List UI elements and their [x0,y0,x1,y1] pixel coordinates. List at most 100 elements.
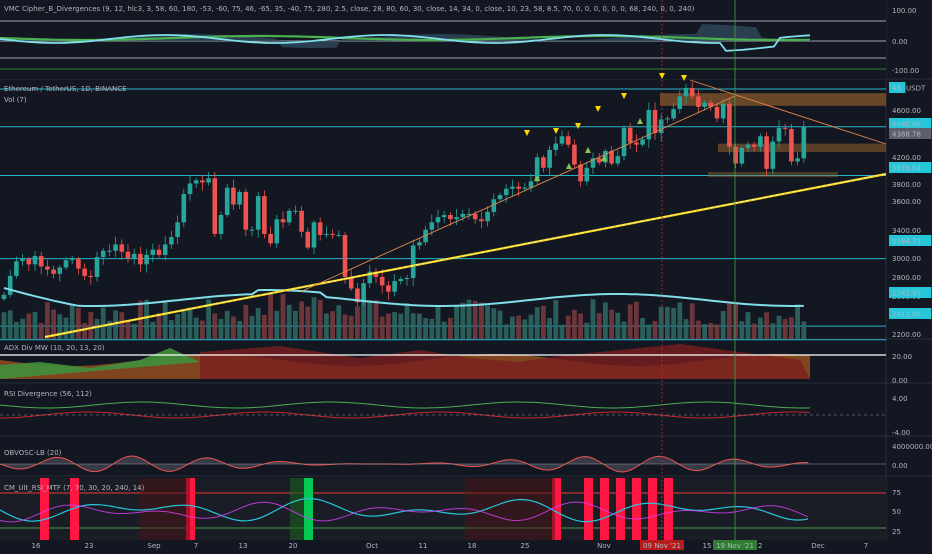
volume-bar [156,313,162,339]
cm-rsi-mtf-line [0,501,809,523]
cm-overbought-bar [70,478,79,540]
volume-bar [640,318,645,339]
obv-title: OBVOSC-LB (20) [4,449,62,457]
volume-bar [448,317,453,339]
adx-title: ADX Div MW (10, 20, 13, 20) [4,344,105,352]
volume-bar [683,319,689,339]
volume-bar [510,316,515,339]
candle-body [398,279,404,282]
time-highlight: 09 Nov '21 [643,542,681,550]
price-label-box [889,118,932,129]
volume-bar [107,320,112,339]
sell-signal-icon [621,93,627,99]
volume-bar [708,322,714,339]
candle-body [665,118,670,120]
price-label-box [889,308,932,319]
candle-body [751,144,757,147]
candle-body [534,157,540,182]
candle-body [249,229,255,231]
candle-body [138,253,143,265]
candle-body [243,191,249,230]
vmc-tick: -100.00 [892,67,919,75]
trend-line-orange [299,95,736,293]
candle-body [683,87,689,97]
cm-overbought-bar [584,478,593,540]
supply-zone [660,93,886,106]
main-title: Ethereum / TetherUS, 1D, BINANCE [4,85,127,93]
volume-bar [255,307,261,339]
candle-body [268,233,273,244]
candle-body [336,234,342,236]
candle-body [677,96,683,109]
obv-tick: 0.00 [892,462,908,470]
candle-body [466,213,472,215]
cm-tick: 75 [892,489,901,497]
candle-body [652,110,658,134]
candle-body [596,158,602,163]
volume-bar [336,305,342,339]
candle-body [621,127,627,157]
candle-body [745,144,751,148]
candle-body [305,231,311,248]
candle-body [206,178,211,183]
candle-body [26,259,32,265]
vmc-title: VMC Cipher_B_Divergences (9, 12, hlc3, 3… [4,5,695,13]
candle-body [218,215,224,234]
sell-signal-icon [595,106,601,112]
volume-bar [572,309,577,339]
volume-bar [739,321,745,339]
volume-bar [795,304,800,339]
candle-body [262,196,267,234]
volume-bar [764,312,769,339]
cm-overbought-bar [600,478,609,540]
candle-body [404,278,410,280]
candle-body [317,222,323,235]
volume-bar [472,300,478,339]
volume-bar [609,309,614,339]
volume-bar [150,321,156,339]
volume-bar [454,305,459,339]
cm-overbought-bar [186,478,195,540]
candle-body [367,271,373,284]
candle-body [522,187,528,189]
volume-bar [125,320,131,339]
candle-body [119,244,125,252]
candle-body [516,186,521,189]
candle-body [565,136,571,145]
candle-body [801,126,807,159]
volume-bar [789,317,794,339]
volume-bar [7,310,13,339]
candle-body [696,96,701,107]
volume-bar [305,306,311,339]
candle-body [423,229,428,243]
candle-body [497,195,503,200]
price-label-box [889,82,906,93]
volume-bar [727,303,732,339]
time-highlight: 19 Nov '21 [716,542,754,550]
volume-bar [218,318,224,339]
candle-body [386,285,391,292]
candle-body [280,219,286,223]
volume-bar [355,306,360,339]
price-label: 48 [892,85,901,93]
time-tick: Oct [366,542,378,550]
candle-body [410,245,416,278]
volume-bar [528,314,534,339]
time-tick: 15 [703,542,712,550]
volume-bar [268,292,273,339]
candle-body [274,219,280,244]
candle-body [311,222,317,248]
volume-bar [696,320,701,339]
candle-body [169,237,174,245]
vmc-money-flow [0,34,811,42]
volume-bar [398,313,404,339]
volume-bar [193,317,199,339]
candle-body [541,157,546,168]
candle-body [38,255,44,267]
volume-bar [69,304,75,339]
candle-body [237,191,242,205]
candle-body [702,102,707,107]
candle-body [510,186,515,189]
